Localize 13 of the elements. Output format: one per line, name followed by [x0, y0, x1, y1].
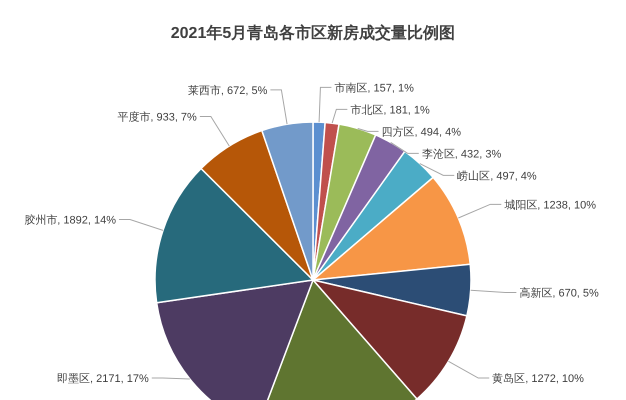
slice-label: 城阳区, 1238, 10%	[503, 198, 596, 212]
slice-label: 即墨区, 2171, 17%	[57, 373, 149, 385]
slice-label: 胶州市, 1892, 14%	[24, 213, 116, 226]
slice-label: 平度市, 933, 7%	[117, 110, 198, 124]
slice-label: 市北区, 181, 1%	[350, 103, 430, 116]
slice-label: 四方区, 494, 4%	[382, 125, 462, 138]
slice-label: 高新区, 670, 5%	[519, 286, 600, 300]
slice-label: 崂山区, 497, 4%	[457, 169, 537, 182]
slice-label: 李沧区, 432, 3%	[422, 147, 502, 160]
slice-label: 黄岛区, 1272, 10%	[492, 372, 584, 385]
slice-label: 莱西市, 672, 5%	[188, 84, 268, 97]
chart-title: 2021年5月青岛各市区新房成交量比例图	[170, 23, 456, 42]
slice-label: 市南区, 157, 1%	[334, 81, 414, 94]
